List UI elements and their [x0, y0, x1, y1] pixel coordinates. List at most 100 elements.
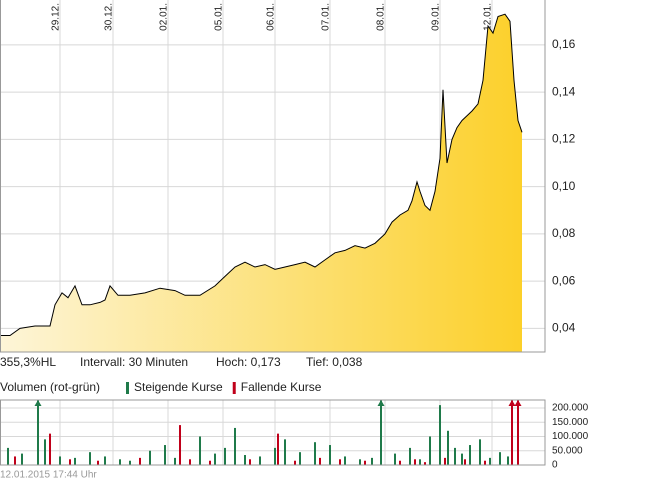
volume-bar — [461, 453, 463, 465]
volume-bar — [409, 447, 411, 465]
volume-bar — [21, 453, 23, 465]
y-tick-label: 0,16 — [552, 37, 576, 51]
volume-bar — [209, 460, 211, 465]
volume-bar — [149, 450, 151, 465]
y-tick-label: 100.000 — [552, 431, 589, 442]
timestamp: 12.01.2015 17:44 Uhr — [0, 470, 97, 481]
volume-bar — [419, 459, 421, 465]
y-tick-label: 0,12 — [552, 132, 576, 146]
y-tick-label: 0 — [552, 460, 558, 471]
y-tick-label: 150.000 — [552, 417, 589, 428]
volume-bar — [469, 445, 471, 465]
x-tick-label: 08.01. — [376, 3, 387, 31]
volume-bar — [214, 453, 216, 465]
x-tick-label: 07.01. — [321, 3, 332, 31]
volume-bar — [59, 456, 61, 465]
volume-bar — [364, 460, 366, 465]
volume-bar — [139, 457, 141, 465]
y-tick-label: 0,14 — [552, 84, 576, 98]
volume-bar — [7, 447, 9, 465]
volume-bar — [104, 456, 106, 465]
volume-bar — [339, 459, 341, 465]
volume-bar — [74, 457, 76, 465]
volume-bar — [164, 445, 166, 465]
volume-bar — [507, 456, 509, 465]
volume-bar — [284, 439, 286, 465]
volume-bar — [479, 439, 481, 465]
price-line — [0, 13, 523, 336]
legend-swatch — [126, 382, 129, 394]
volume-bar — [489, 457, 491, 465]
volume-bar — [119, 459, 121, 465]
volume-bar — [314, 442, 316, 465]
y-tick-label: 50.000 — [552, 445, 583, 456]
x-tick-label: 09.01. — [431, 3, 442, 31]
volume-bar — [319, 457, 321, 465]
volume-bar — [259, 456, 261, 465]
volume-bar — [517, 400, 519, 465]
volume-bar — [484, 460, 486, 465]
volume-bar — [277, 433, 279, 465]
x-tick-label: 12.01. — [483, 3, 494, 31]
volume-bar — [439, 405, 441, 465]
volume-bar — [89, 452, 91, 465]
volume-bar — [447, 430, 449, 465]
stat: Hoch: 0,173 — [216, 355, 281, 369]
volume-bar — [199, 436, 201, 465]
volume-bar — [97, 460, 99, 465]
volume-bar — [249, 459, 251, 465]
y-tick-label: 0,06 — [552, 273, 576, 287]
volume-bar — [444, 457, 446, 465]
volume-bar — [464, 459, 466, 465]
volume-bar — [399, 460, 401, 465]
volume-bar — [329, 445, 331, 465]
volume-bar — [234, 427, 236, 465]
volume-bar — [244, 455, 246, 465]
overflow-arrow — [508, 400, 516, 406]
volume-bar — [274, 447, 276, 465]
y-tick-label: 0,04 — [552, 321, 576, 335]
overflow-arrow — [34, 400, 42, 406]
price-area — [0, 14, 522, 352]
x-tick-label: 30.12. — [104, 3, 115, 31]
x-tick-label: 06.01. — [266, 3, 277, 31]
volume-bar — [359, 459, 361, 465]
stat: Tief: 0,038 — [306, 355, 363, 369]
overflow-arrow — [377, 400, 385, 406]
volume-bar — [37, 400, 39, 465]
plot-border — [0, 399, 546, 466]
volume-bar — [189, 459, 191, 465]
volume-bar — [429, 436, 431, 465]
volume-bar — [179, 425, 181, 465]
volume-bar — [424, 462, 426, 465]
volume-bar — [371, 457, 373, 465]
volume-bar — [69, 459, 71, 465]
volume-title: Volumen (rot-grün) — [0, 380, 100, 394]
overflow-arrow — [514, 400, 522, 406]
volume-bar — [344, 456, 346, 465]
stat: 355,3%HL — [0, 355, 56, 369]
x-tick-label: 02.01. — [159, 3, 170, 31]
stat: Intervall: 30 Minuten — [80, 355, 188, 369]
volume-bar — [14, 456, 16, 465]
volume-bar — [394, 453, 396, 465]
volume-bar — [511, 400, 513, 465]
y-tick-label: 200.000 — [552, 403, 589, 414]
plot-border — [0, 0, 546, 353]
x-tick-label: 29.12. — [51, 3, 62, 31]
volume-bar — [499, 452, 501, 465]
volume-bar — [224, 447, 226, 465]
y-tick-label: 0,08 — [552, 226, 576, 240]
volume-bar — [49, 433, 51, 465]
x-tick-label: 05.01. — [214, 3, 225, 31]
legend-label: Steigende Kurse — [134, 380, 223, 394]
legend-swatch — [232, 382, 236, 394]
y-tick-label: 0,10 — [552, 179, 576, 193]
volume-bar — [414, 459, 416, 465]
volume-bar — [294, 460, 296, 465]
volume-bar — [380, 400, 382, 465]
volume-bar — [454, 447, 456, 465]
volume-bar — [129, 460, 131, 465]
volume-bar — [44, 439, 46, 465]
